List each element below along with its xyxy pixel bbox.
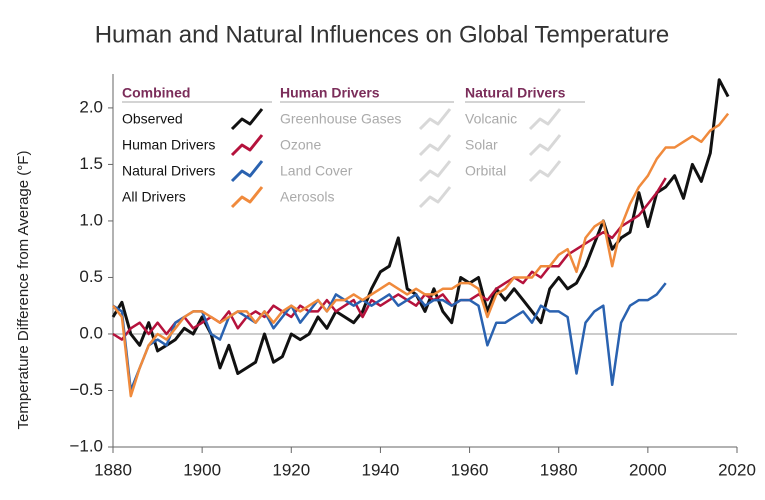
legend-group-title: Combined [122,85,190,101]
y-tick-label: 2.0 [79,97,103,116]
legend-label: Human Drivers [122,137,215,153]
x-tick-label: 1940 [362,460,400,479]
y-tick-label: −1.0 [69,436,103,455]
y-tick-label: 0.5 [79,267,103,286]
legend-swatch [230,160,264,183]
y-tick-label: 1.5 [79,154,103,173]
legend-label: Orbital [465,163,506,179]
legend-swatch [528,108,562,131]
legend-group-title: Natural Drivers [465,85,566,101]
x-tick-label: 2000 [629,460,667,479]
legend-group-title: Human Drivers [280,85,380,101]
legend-swatch [230,186,264,209]
legend-label: Aerosols [280,189,334,205]
legend-swatch [418,160,452,183]
x-tick-label: 1900 [183,460,221,479]
legend-label: Volcanic [465,111,517,127]
legend-label: Land Cover [280,163,353,179]
legend-swatch [528,134,562,157]
y-tick-label: −0.5 [69,380,103,399]
series-line [112,177,667,341]
legend-swatch [230,134,264,157]
legend-label: Natural Drivers [122,163,215,179]
legend-label: Ozone [280,137,321,153]
legend-swatch [418,108,452,131]
legend-label: Greenhouse Gases [280,111,401,127]
x-tick-label: 1960 [451,460,489,479]
x-tick-label: 1920 [272,460,310,479]
series-line [111,78,730,375]
x-tick-label: 1980 [540,460,578,479]
series-line [112,282,667,392]
legend-label: All Drivers [122,189,186,205]
legend-label: Observed [122,111,183,127]
legend-swatch [418,134,452,157]
legend-swatch [528,160,562,183]
legend-label: Solar [465,137,498,153]
legend-swatch [230,108,264,131]
x-tick-label: 1880 [94,460,132,479]
x-tick-label: 2020 [718,460,756,479]
chart-title: Human and Natural Influences on Global T… [95,21,670,48]
y-tick-label: 0.0 [79,323,103,342]
y-tick-label: 1.0 [79,210,103,229]
series-line [112,112,730,398]
y-axis-label: Temperature Difference from Average (°F) [15,151,32,430]
legend-swatch [418,186,452,209]
